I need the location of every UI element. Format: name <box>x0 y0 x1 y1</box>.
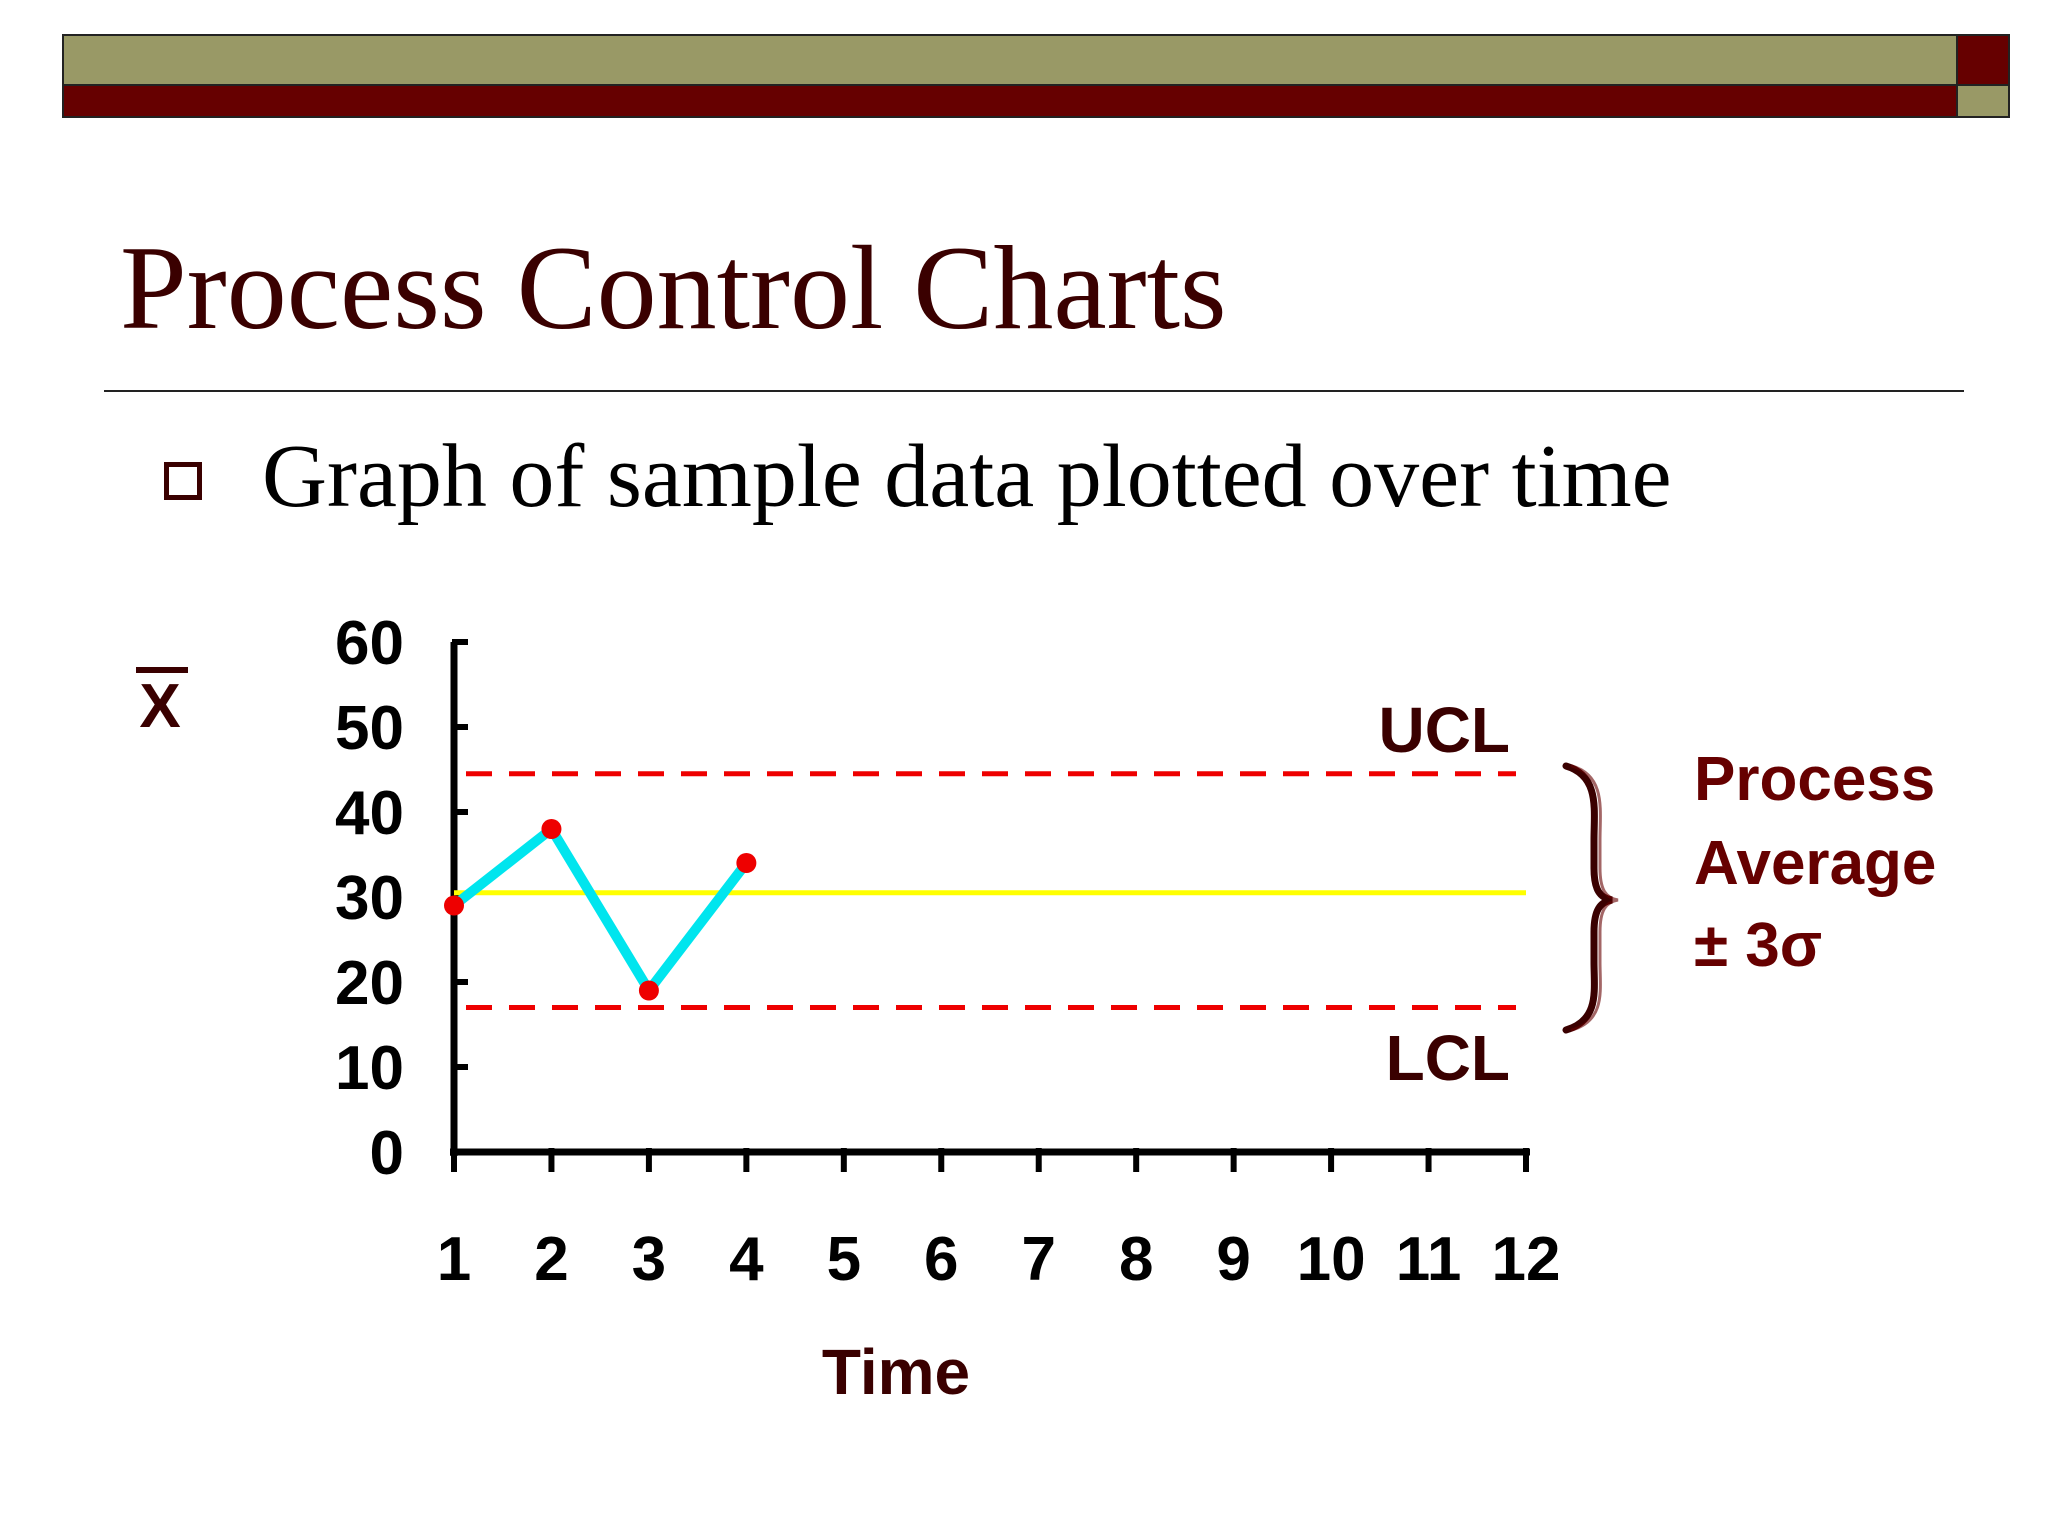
series-line <box>450 821 751 1000</box>
curly-brace-icon <box>1562 762 1619 1034</box>
y-tick-label: 30 <box>335 864 404 933</box>
annotation-line-2: Average <box>1694 829 1936 898</box>
bullet-square-icon <box>164 462 202 500</box>
bullet-text: Graph of sample data plotted over time <box>262 427 1672 526</box>
lcl-label: LCL <box>1386 1022 1510 1094</box>
x-tick-label: 6 <box>924 1225 958 1294</box>
x-tick-label: 8 <box>1119 1225 1153 1294</box>
data-point <box>736 853 757 873</box>
control-limit-lines <box>454 771 1526 1010</box>
y-tick-label: 0 <box>370 1119 404 1188</box>
y-axis-label: X <box>139 672 180 741</box>
x-axis-label: Time <box>822 1336 970 1408</box>
y-tick-label: 60 <box>335 609 404 678</box>
data-point <box>541 819 562 839</box>
x-tick-labels: 1 2 3 4 5 6 7 8 9 10 11 12 <box>437 1225 1561 1294</box>
y-tick-label: 20 <box>335 949 404 1018</box>
annotation-line-1: Process <box>1694 745 1935 814</box>
x-tick-label: 11 <box>1396 1225 1462 1294</box>
data-point <box>444 895 464 916</box>
annotation-line-3: ± 3σ <box>1694 911 1822 980</box>
x-tick-label: 5 <box>827 1225 861 1294</box>
corner-decor-olive <box>1956 84 2010 118</box>
chart-axes <box>450 639 1530 1172</box>
top-decor-bar-maroon <box>62 84 1958 118</box>
y-tick-labels: 0 10 20 30 40 50 60 <box>335 609 404 1188</box>
x-tick-label: 9 <box>1216 1225 1250 1294</box>
y-tick-label: 40 <box>335 779 404 848</box>
slide-title: Process Control Charts <box>120 221 1227 354</box>
x-tick-label: 7 <box>1021 1225 1055 1294</box>
y-tick-label: 10 <box>335 1034 404 1103</box>
x-tick-label: 1 <box>437 1225 471 1294</box>
data-series <box>444 819 757 1001</box>
x-tick-label: 3 <box>632 1225 666 1294</box>
y-tick-label: 50 <box>335 694 404 763</box>
x-tick-label: 12 <box>1492 1225 1561 1294</box>
x-tick-label: 10 <box>1297 1225 1366 1294</box>
title-divider <box>104 390 1964 392</box>
y-axis-title: X <box>136 667 188 741</box>
x-tick-label: 2 <box>534 1225 568 1294</box>
data-point <box>638 980 659 1001</box>
ucl-label: UCL <box>1378 694 1510 766</box>
x-tick-label: 4 <box>729 1225 764 1294</box>
